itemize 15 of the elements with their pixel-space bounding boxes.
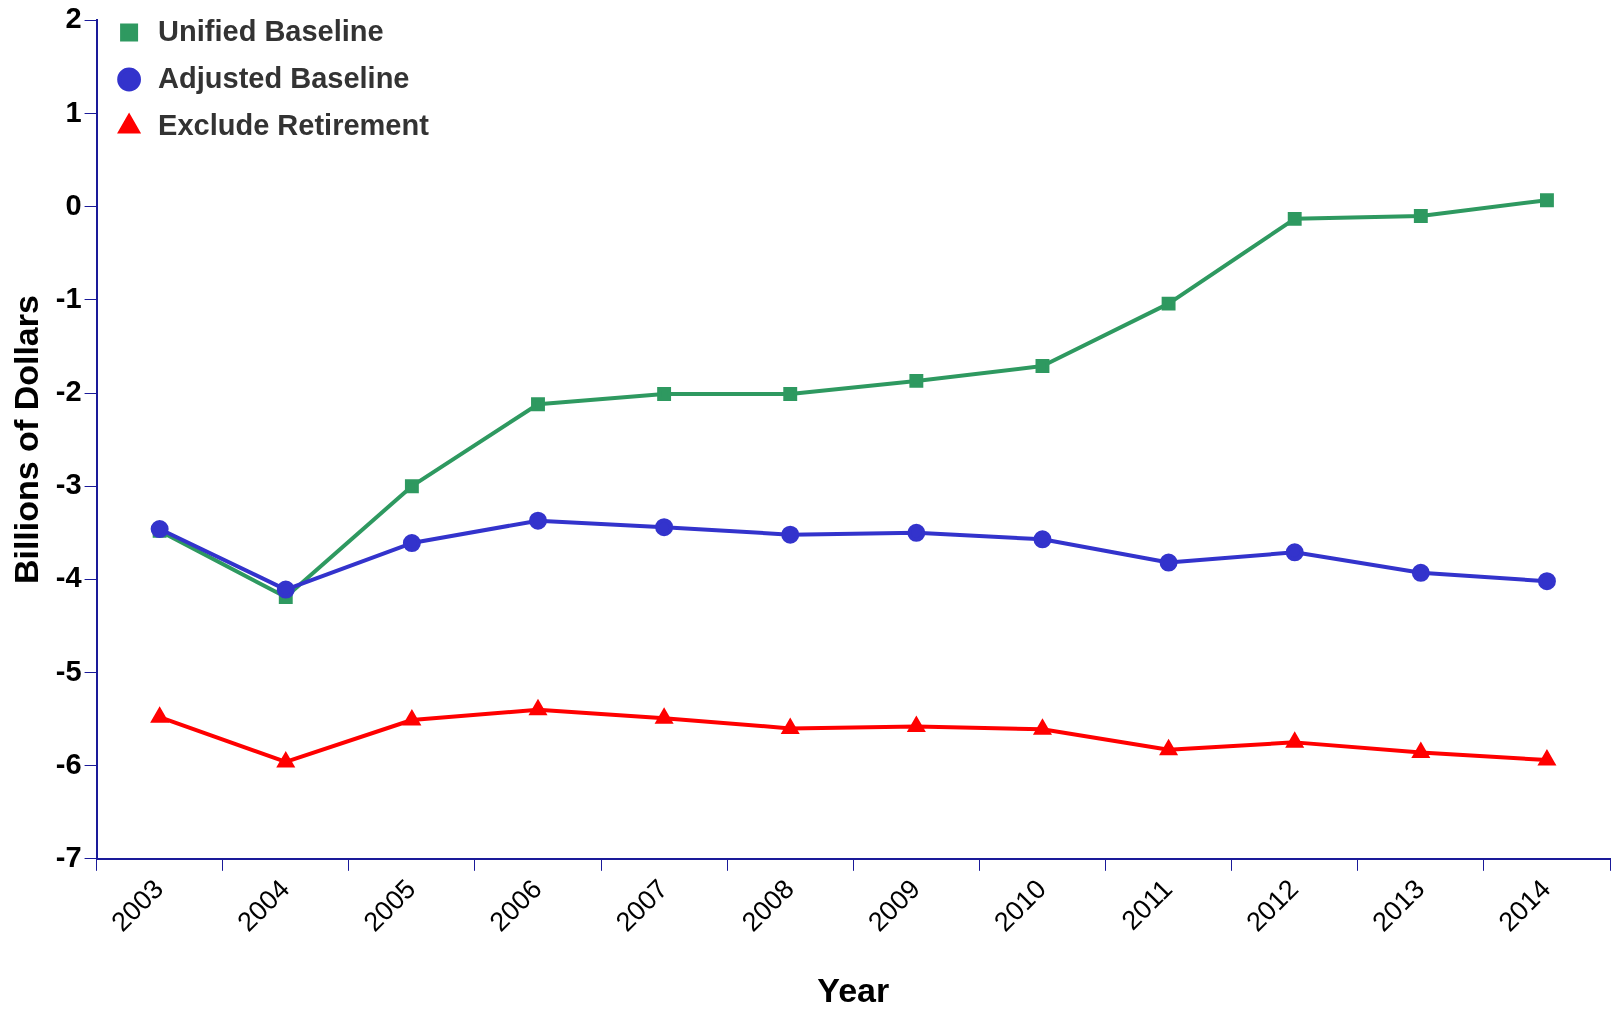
y-tick-label: 0: [65, 188, 82, 221]
y-tick-label: -1: [55, 281, 82, 314]
y-tick-label: -6: [55, 747, 82, 780]
legend-label: Adjusted Baseline: [158, 61, 410, 94]
y-tick-label: 1: [65, 95, 82, 128]
y-axis-title: Billions of Dollars: [6, 295, 45, 585]
legend-label: Unified Baseline: [158, 14, 384, 47]
y-tick-label: -3: [55, 468, 82, 501]
y-tick-label: -7: [55, 840, 82, 873]
y-tick-label: 2: [65, 2, 82, 35]
x-axis-title: Year: [817, 970, 890, 1009]
legend-label: Exclude Retirement: [158, 108, 430, 141]
y-tick-label: -2: [55, 375, 82, 408]
y-tick-label: -5: [55, 654, 82, 687]
y-tick-label: -4: [55, 561, 82, 594]
